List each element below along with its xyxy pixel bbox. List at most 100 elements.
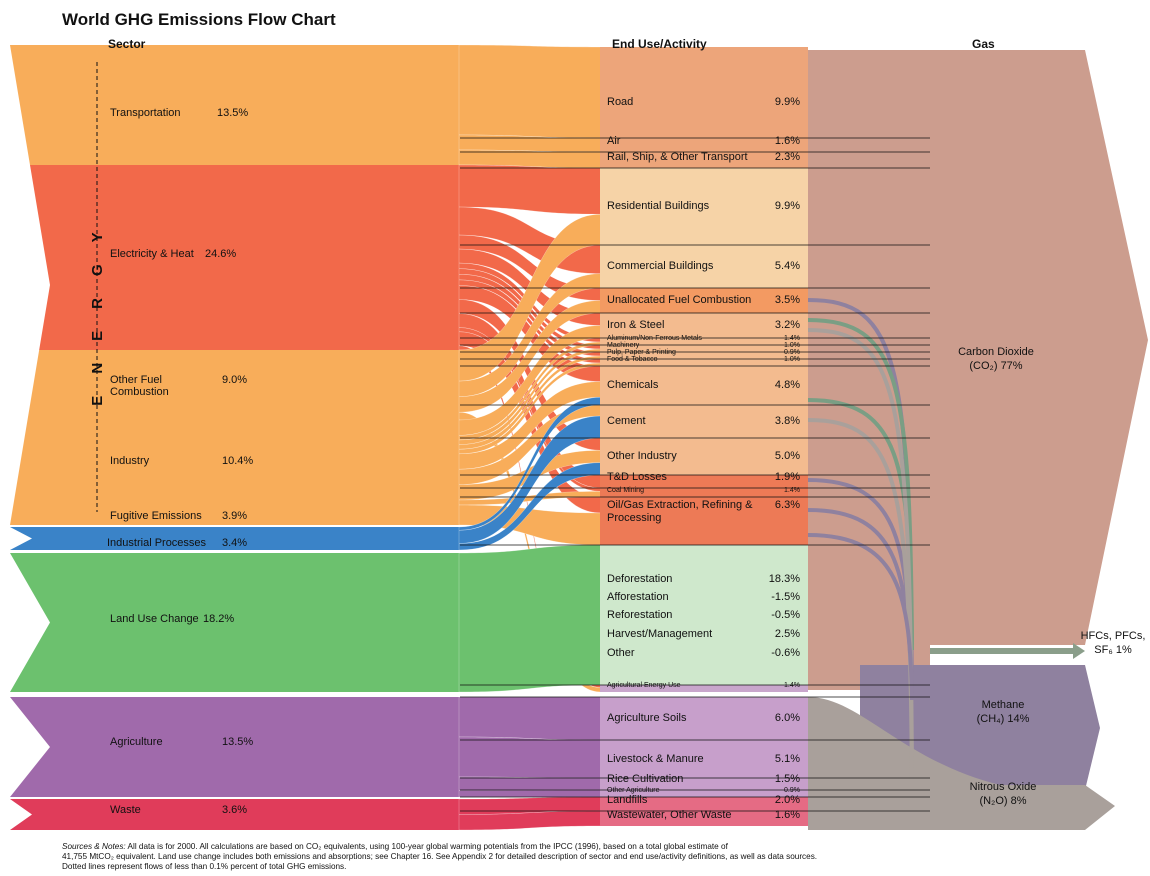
gas-formula-row: (CH₄) 14% xyxy=(943,713,1063,725)
end-use-pct: -0.6% xyxy=(771,646,800,659)
sector-label: Industry xyxy=(110,455,150,467)
end-use-pct: 9.9% xyxy=(774,200,800,212)
end-use-row xyxy=(600,697,808,740)
gas-formula: (CO₂) xyxy=(969,360,998,372)
sector-label: Transportation xyxy=(110,107,181,119)
sector-label: Fugitive Emissions xyxy=(110,510,202,522)
end-use-row xyxy=(600,790,808,797)
title: World GHG Emissions Flow Chart xyxy=(62,10,336,29)
end-use-row xyxy=(600,152,808,168)
end-use-pct: 3.8% xyxy=(774,415,800,427)
end-use-pct: 1.6% xyxy=(774,808,800,821)
end-use-label: Iron & Steel xyxy=(607,319,665,331)
sector-label: Agriculture xyxy=(110,736,163,748)
end-use-row xyxy=(600,475,808,488)
end-use-label: Agriculture Soils xyxy=(607,712,687,724)
end-use-pct: 0.9% xyxy=(784,348,800,356)
end-use-label: Other Industry xyxy=(607,450,677,462)
flow xyxy=(458,776,602,791)
end-use-label: Cement xyxy=(607,415,646,427)
end-use-label: Agricultural Energy Use xyxy=(607,681,681,689)
end-use-label: Coal Mining xyxy=(607,486,644,494)
sector-band xyxy=(30,165,460,350)
sector-band xyxy=(10,697,460,797)
end-use-row xyxy=(600,359,808,366)
gas-formula: (CH₄) xyxy=(976,713,1005,725)
end-use-row xyxy=(600,168,808,245)
end-use-pct: 1.5% xyxy=(774,772,800,785)
end-use-pct: 1.4% xyxy=(784,486,800,494)
gas-pct: 1% xyxy=(1115,644,1132,656)
end-use-label: Wastewater, Other Waste xyxy=(607,808,732,821)
end-use-label: Livestock & Manure xyxy=(607,752,704,765)
end-use-pct: 1.4% xyxy=(784,681,800,689)
end-use-pct: 0.9% xyxy=(784,786,800,794)
note-line: 41,755 MtCO₂ equivalent. Land use change… xyxy=(62,852,818,861)
end-use-label: Chemicals xyxy=(607,379,659,391)
end-use-label: Unallocated Fuel Combustion xyxy=(607,294,752,306)
end-use-label: Reforestation xyxy=(607,608,673,621)
sector-label: Other Fuel Combustion xyxy=(110,374,169,398)
sector-band xyxy=(10,553,460,692)
end-use-label: Landfills xyxy=(607,793,648,806)
end-use-row xyxy=(600,338,808,345)
gas-hfc xyxy=(930,643,1085,659)
end-use-pct: 4.8% xyxy=(774,379,800,391)
header: End Use/Activity xyxy=(612,37,707,51)
end-use-pct: 9.9% xyxy=(774,95,800,108)
end-use-row xyxy=(600,811,808,826)
end-use-label: Other xyxy=(607,646,635,659)
end-use-pct: 6.0% xyxy=(774,712,800,724)
end-use-row xyxy=(600,778,808,790)
gas-pct: 8% xyxy=(1010,795,1027,807)
sector-label: Electricity & Heat xyxy=(110,248,194,260)
end-use-label: Residential Buildings xyxy=(607,200,710,212)
end-use-pct: -1.5% xyxy=(771,590,800,603)
flow xyxy=(458,164,602,215)
end-use-label: Harvest/Management xyxy=(607,627,713,640)
gas-formula-row: SF₆ 1% xyxy=(1053,644,1150,656)
end-use-label: Afforestation xyxy=(607,590,669,603)
sector-band xyxy=(14,420,461,500)
gas-formula-row: (N₂O) 8% xyxy=(943,795,1063,807)
sector-band xyxy=(10,799,460,830)
header: Sector xyxy=(108,37,146,51)
end-use-label: Rice Cultivation xyxy=(607,772,684,785)
sector-label: Waste xyxy=(110,804,141,816)
end-use-row xyxy=(600,352,808,359)
sector-pct: 9.0% xyxy=(222,374,248,386)
gas-formula: SF₆ xyxy=(1094,644,1113,656)
sector-label: Industrial Processes xyxy=(107,537,207,549)
flow xyxy=(458,44,602,139)
end-use-row xyxy=(600,313,808,338)
note-label: Sources & Notes: xyxy=(62,842,126,851)
sector-pct: 18.2% xyxy=(203,613,235,625)
end-use-label: Pulp, Paper & Printing xyxy=(607,348,676,356)
end-use-pct: 2.3% xyxy=(774,150,800,163)
end-use-label: T&D Losses xyxy=(607,470,667,483)
end-use-row xyxy=(600,47,808,138)
end-use-pct: 5.1% xyxy=(774,752,800,765)
sector-pct: 24.6% xyxy=(205,248,237,260)
end-use-row xyxy=(600,288,808,313)
energy-label: ENERGY xyxy=(89,210,106,406)
end-use-label: Other Agriculture xyxy=(607,786,660,794)
end-use-label: Aluminum/Non-Ferrous Metals xyxy=(607,334,702,342)
end-use-pct: 5.4% xyxy=(774,260,800,272)
end-use-pct: 5.0% xyxy=(774,450,800,462)
sector-label: Land Use Change xyxy=(110,613,199,625)
sector-band xyxy=(27,350,460,420)
sector-band xyxy=(10,500,460,525)
end-use-pct: 2.0% xyxy=(774,793,800,806)
gas-name: Nitrous Oxide xyxy=(969,781,1037,793)
flow xyxy=(458,736,602,779)
gas-name: Methane xyxy=(981,699,1025,711)
gas-pct: 77% xyxy=(1000,360,1023,372)
flow xyxy=(458,789,602,798)
sector-pct: 3.4% xyxy=(222,537,248,549)
end-use-row xyxy=(600,488,808,497)
gas-name: Carbon Dioxide xyxy=(958,346,1034,358)
end-use-row xyxy=(600,740,808,778)
sector-pct: 13.5% xyxy=(222,736,254,748)
